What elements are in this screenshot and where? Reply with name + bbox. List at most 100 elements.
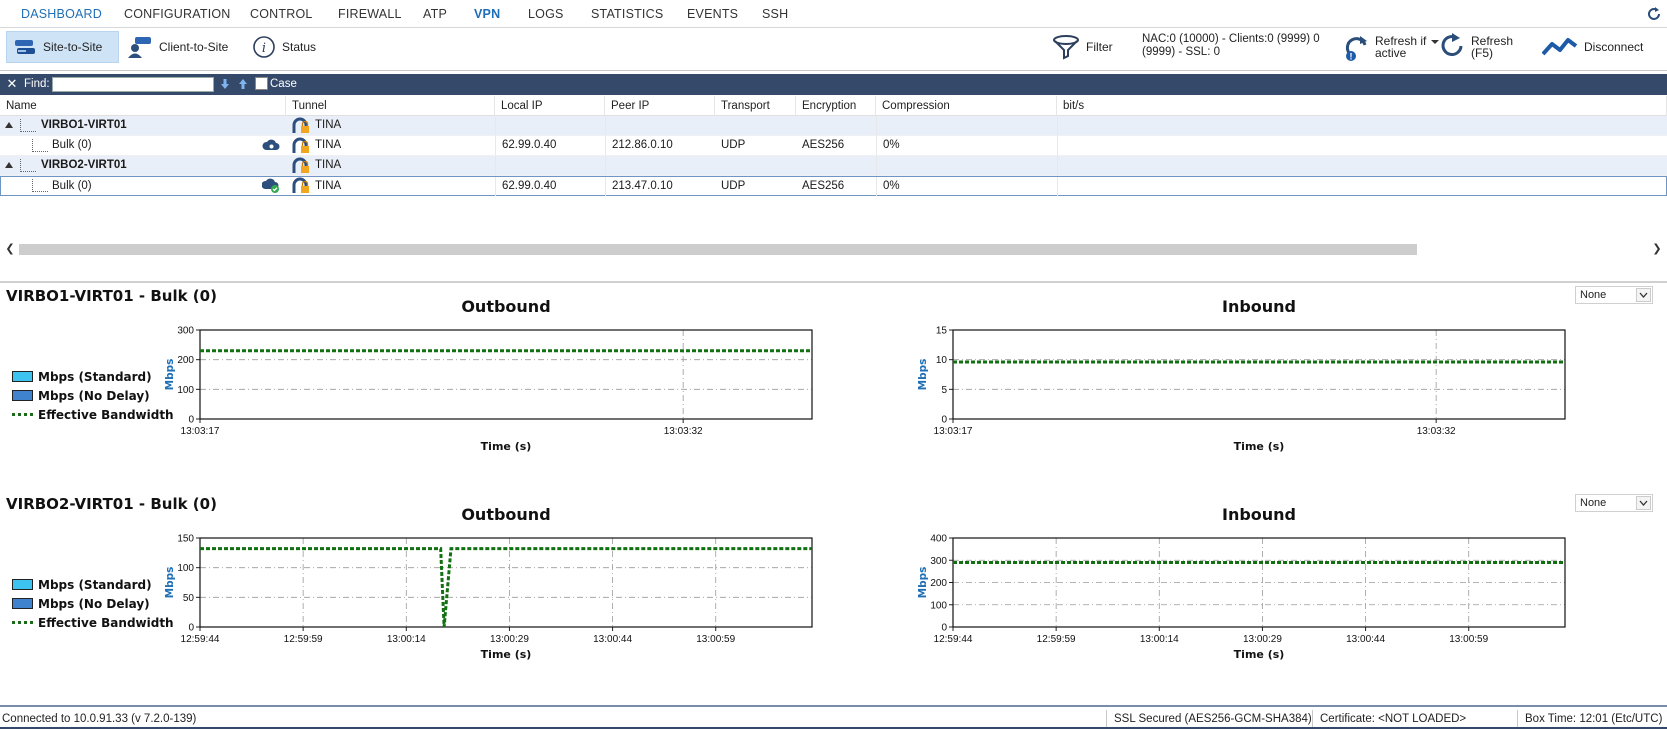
x-axis-label: Time (s) — [1234, 440, 1285, 453]
y-tick-label: 100 — [177, 385, 194, 396]
chart-title: Outbound — [461, 297, 550, 316]
tab-events[interactable]: EVENTS — [687, 7, 739, 21]
disconnect-icon — [1542, 38, 1578, 56]
scrollbar-thumb[interactable] — [19, 244, 1417, 255]
chart-legend: Mbps (Standard) Mbps (No Delay) Effectiv… — [12, 575, 174, 632]
tab-logs[interactable]: LOGS — [528, 7, 564, 21]
outbound-chart: Outbound 0 100 200 300 13:03:17 13:03:32 Time (… — [164, 297, 813, 453]
chevron-down-icon[interactable] — [1430, 38, 1440, 46]
chart-mode-dropdown[interactable]: None — [1575, 494, 1653, 512]
table-row[interactable]: VIRBO2-VIRT01 TINA — [0, 156, 1667, 176]
tab-dashboard[interactable]: DASHBOARD — [21, 7, 102, 21]
ssl-status: SSL Secured (AES256-GCM-SHA384) — [1106, 710, 1312, 728]
svg-text:i: i — [262, 41, 266, 56]
filter-icon — [1053, 35, 1079, 60]
tab-firewall[interactable]: FIREWALL — [338, 7, 402, 21]
plot-frame — [199, 329, 813, 420]
y-tick-label: 300 — [930, 556, 947, 567]
x-tick-label: 12:59:44 — [181, 634, 220, 645]
tab-control[interactable]: CONTROL — [250, 7, 313, 21]
section-title: VIRBO2-VIRT01 - Bulk (0) — [6, 495, 217, 513]
client-to-site-icon — [128, 37, 151, 58]
y-axis-label: Mbps — [164, 567, 176, 599]
status-button[interactable]: i Status — [252, 31, 316, 63]
y-tick-label: 100 — [177, 563, 194, 574]
cloud-sync-ok-icon — [262, 178, 279, 193]
y-tick-label: 0 — [941, 623, 947, 634]
tab-ssh[interactable]: SSH — [762, 7, 789, 21]
nac-status: NAC:0 (10000) - Clients:0 (9999) 0 (9999… — [1142, 33, 1320, 58]
x-tick-label: 13:00:29 — [490, 634, 529, 645]
scroll-left-icon[interactable]: ❮ — [5, 243, 15, 255]
refresh-button[interactable]: Refresh (F5) — [1439, 31, 1513, 63]
inbound-chart: Inbound 0 100 200 300 400 12:59:44 12:59:59 13:0… — [917, 505, 1566, 661]
plot-frame — [952, 329, 1566, 420]
column-encryption[interactable]: Encryption — [796, 96, 876, 116]
y-tick-label: 15 — [936, 326, 948, 337]
y-tick-label: 0 — [188, 623, 194, 634]
tab-configuration[interactable]: CONFIGURATION — [124, 7, 231, 21]
site-to-site-button[interactable]: Site-to-Site — [6, 31, 119, 63]
table-row[interactable]: VIRBO1-VIRT01 TINA — [0, 116, 1667, 136]
info-icon: i — [253, 36, 275, 58]
plot-frame — [199, 537, 813, 628]
y-tick-label: 10 — [936, 355, 948, 366]
y-tick-label: 200 — [930, 578, 947, 589]
connection-status: Connected to 10.0.91.33 (v 7.2.0-139) — [2, 713, 197, 725]
y-tick-label: 0 — [941, 415, 947, 426]
y-tick-label: 100 — [930, 600, 947, 611]
x-tick-label: 13:03:32 — [664, 426, 703, 437]
expand-arrow-icon[interactable] — [5, 162, 13, 168]
x-tick-label: 13:03:17 — [934, 426, 973, 437]
legend-item-effective: Effective Bandwidth — [12, 405, 174, 424]
filter-button[interactable]: Filter — [1052, 31, 1113, 63]
x-axis-label: Time (s) — [481, 648, 532, 661]
column-transport[interactable]: Transport — [715, 96, 796, 116]
chart-title: Inbound — [1222, 297, 1296, 316]
top-navigation: DASHBOARD CONFIGURATION CONTROL FIREWALL… — [0, 0, 1667, 28]
disconnect-button[interactable]: Disconnect — [1542, 31, 1643, 63]
y-axis-label: Mbps — [917, 359, 929, 391]
x-tick-label: 13:00:59 — [1449, 634, 1488, 645]
expand-arrow-icon[interactable] — [5, 122, 13, 128]
refresh-if-active-button[interactable]: ! Refresh if active — [1343, 31, 1440, 63]
tab-atp[interactable]: ATP — [423, 7, 447, 21]
outbound-chart: Outbound 0 50 100 150 12:59:44 12:59:59 13:00:1… — [164, 505, 813, 661]
x-tick-label: 13:03:32 — [1417, 426, 1456, 437]
toolbar: Site-to-Site Client-to-Site i Status Fil… — [0, 28, 1667, 71]
grid-header: Name Tunnel Local IP Peer IP Transport E… — [0, 96, 1667, 116]
case-checkbox[interactable] — [255, 77, 268, 90]
column-peer-ip[interactable]: Peer IP — [605, 96, 715, 116]
x-tick-label: 12:59:59 — [1037, 634, 1076, 645]
refresh-icon[interactable] — [1645, 5, 1663, 23]
column-bits[interactable]: bit/s — [1057, 96, 1667, 116]
tunnel-lock-icon — [292, 137, 309, 153]
close-icon[interactable]: ✕ — [6, 76, 18, 91]
column-local-ip[interactable]: Local IP — [495, 96, 605, 116]
panel-splitter[interactable] — [0, 281, 1667, 283]
column-name[interactable]: Name — [0, 96, 286, 116]
status-bar: Connected to 10.0.91.33 (v 7.2.0-139) SS… — [0, 705, 1667, 729]
scroll-right-icon[interactable]: ❯ — [1652, 243, 1662, 255]
column-compression[interactable]: Compression — [876, 96, 1057, 116]
chart-title: Outbound — [461, 505, 550, 524]
tab-statistics[interactable]: STATISTICS — [591, 7, 664, 21]
table-row[interactable]: Bulk (0) TINA 62.99.0.40 212.86.0.10 UDP… — [0, 136, 1667, 156]
column-tunnel[interactable]: Tunnel — [286, 96, 495, 116]
chart-mode-dropdown[interactable]: None — [1575, 286, 1653, 304]
legend-item-no-delay: Mbps (No Delay) — [12, 594, 174, 613]
x-tick-label: 13:00:44 — [593, 634, 632, 645]
horizontal-scrollbar[interactable]: ❮ ❯ — [0, 241, 1667, 257]
table-row[interactable]: Bulk (0) TINA 62.99.0.40 213.47.0.10 UDP… — [0, 176, 1667, 196]
site-to-site-icon — [15, 40, 35, 54]
y-tick-label: 200 — [177, 355, 194, 366]
arrow-up-icon[interactable] — [237, 78, 249, 90]
tab-vpn[interactable]: VPN — [474, 7, 501, 21]
y-tick-label: 5 — [941, 385, 947, 396]
y-axis-label: Mbps — [917, 567, 929, 599]
svg-text:!: ! — [1350, 52, 1353, 62]
arrow-down-icon[interactable] — [219, 78, 231, 90]
find-input[interactable] — [52, 77, 214, 92]
y-tick-label: 150 — [177, 534, 194, 545]
client-to-site-button[interactable]: Client-to-Site — [127, 31, 228, 63]
